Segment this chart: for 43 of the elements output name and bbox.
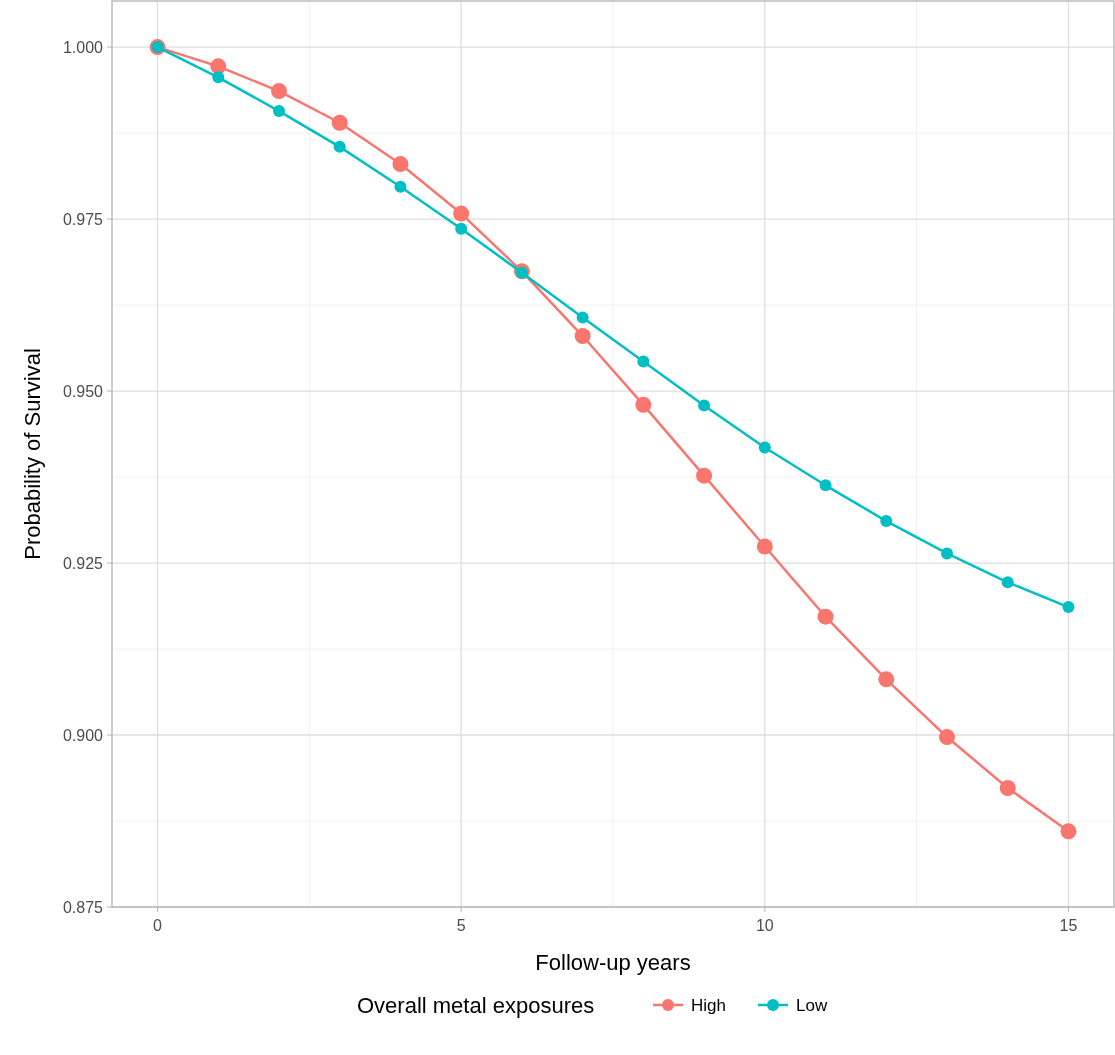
- y-tick-label: 1.000: [62, 39, 104, 57]
- y-tick-label: 0.875: [62, 899, 104, 916]
- point: [455, 222, 468, 235]
- point: [878, 671, 895, 688]
- point: [635, 396, 652, 413]
- y-tick-label: 0.950: [62, 383, 104, 401]
- point: [1062, 601, 1075, 614]
- point: [453, 205, 470, 222]
- y-tick-label: 0.975: [62, 211, 104, 229]
- point: [576, 311, 589, 324]
- point: [939, 729, 955, 746]
- point: [212, 71, 225, 84]
- legend-label: Low: [796, 996, 828, 1015]
- y-axis-title: Probability of Survival: [20, 348, 45, 560]
- point: [637, 355, 650, 368]
- point: [999, 779, 1016, 796]
- point: [392, 156, 409, 173]
- point: [574, 328, 591, 345]
- point: [698, 399, 711, 412]
- y-tick-label: 0.925: [62, 555, 104, 573]
- point: [394, 180, 407, 193]
- point: [271, 83, 287, 100]
- x-tick-label: 15: [1059, 917, 1078, 934]
- x-axis-title: Follow-up years: [535, 950, 691, 975]
- x-tick-label: 0: [153, 917, 163, 934]
- point: [273, 105, 285, 118]
- point: [819, 479, 832, 492]
- point: [758, 441, 771, 454]
- y-tick-label: 0.900: [62, 727, 104, 745]
- point: [333, 140, 346, 153]
- legend-title: Overall metal exposures: [357, 993, 595, 1018]
- point: [1060, 823, 1077, 840]
- point: [210, 58, 227, 75]
- point: [696, 467, 713, 484]
- point: [756, 538, 773, 555]
- point: [880, 515, 893, 528]
- x-tick-label: 5: [456, 917, 466, 934]
- point: [817, 608, 834, 625]
- x-tick-label: 10: [755, 917, 774, 934]
- point: [331, 114, 348, 131]
- legend-label: High: [691, 996, 726, 1015]
- point: [941, 547, 953, 560]
- point: [1001, 576, 1014, 589]
